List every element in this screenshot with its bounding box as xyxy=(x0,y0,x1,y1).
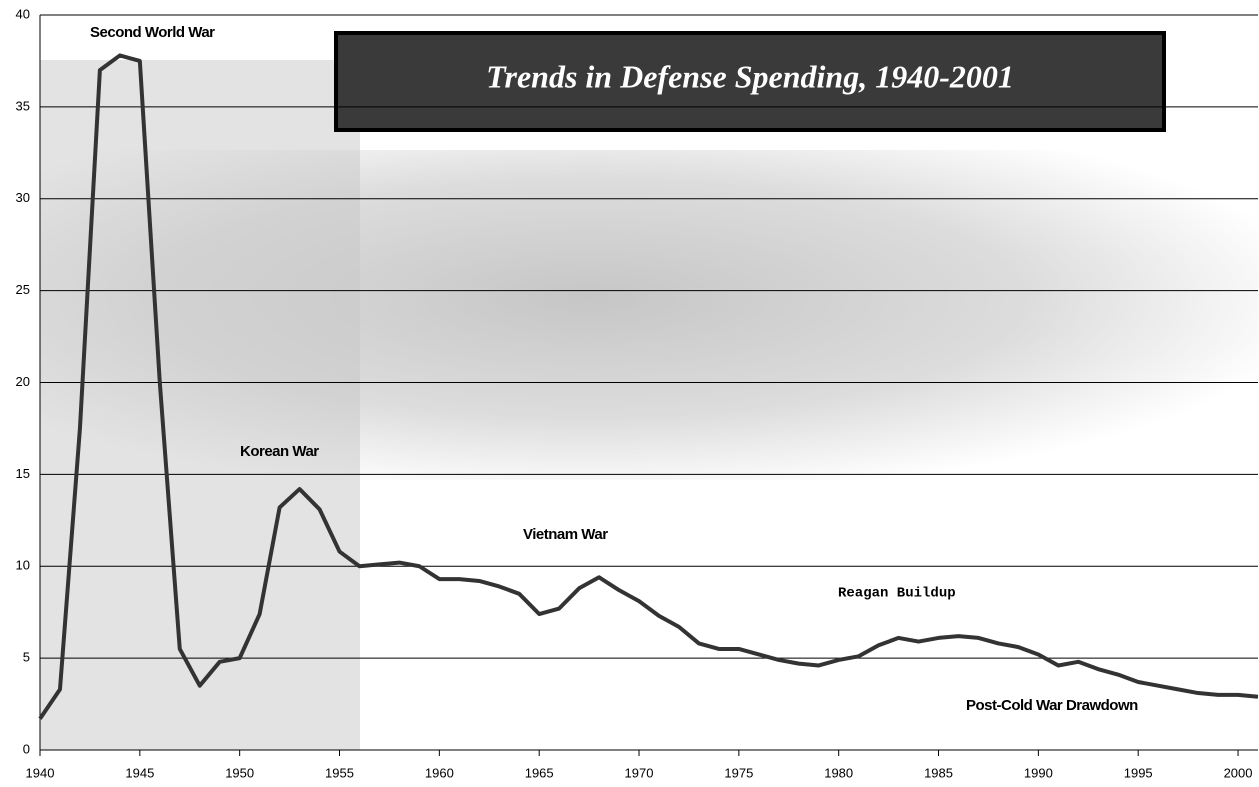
annotation: Reagan Buildup xyxy=(838,586,956,602)
y-tick-label: 20 xyxy=(16,374,30,389)
y-tick-label: 25 xyxy=(16,282,30,297)
y-tick-label: 30 xyxy=(16,190,30,205)
annotation: Korean War xyxy=(240,443,319,460)
title-box xyxy=(334,31,1166,132)
x-tick-label: 2000 xyxy=(1224,765,1253,780)
data-line xyxy=(38,53,1259,720)
annotation: Vietnam War xyxy=(523,526,608,543)
x-tick-label: 1995 xyxy=(1124,765,1153,780)
x-tick-label: 1975 xyxy=(724,765,753,780)
x-tick-label: 1950 xyxy=(225,765,254,780)
y-tick-label: 40 xyxy=(16,6,30,21)
annotation: Second World War xyxy=(90,24,215,41)
y-tick-label: 10 xyxy=(16,558,30,573)
background-photo xyxy=(40,60,360,750)
x-tick-label: 1940 xyxy=(26,765,55,780)
y-tick-label: 0 xyxy=(23,741,30,756)
y-tick-label: 5 xyxy=(23,650,30,665)
x-tick-label: 1960 xyxy=(425,765,454,780)
x-tick-label: 1965 xyxy=(525,765,554,780)
x-tick-label: 1990 xyxy=(1024,765,1053,780)
x-tick-label: 1945 xyxy=(125,765,154,780)
y-tick-label: 15 xyxy=(16,466,30,481)
x-tick-label: 1970 xyxy=(625,765,654,780)
x-tick-label: 1980 xyxy=(824,765,853,780)
annotation: Post-Cold War Drawdown xyxy=(966,697,1138,714)
x-tick-label: 1985 xyxy=(924,765,953,780)
chart-title: Trends in Defense Spending, 1940-2001 xyxy=(486,58,1014,94)
y-tick-label: 35 xyxy=(16,98,30,113)
x-tick-label: 1955 xyxy=(325,765,354,780)
